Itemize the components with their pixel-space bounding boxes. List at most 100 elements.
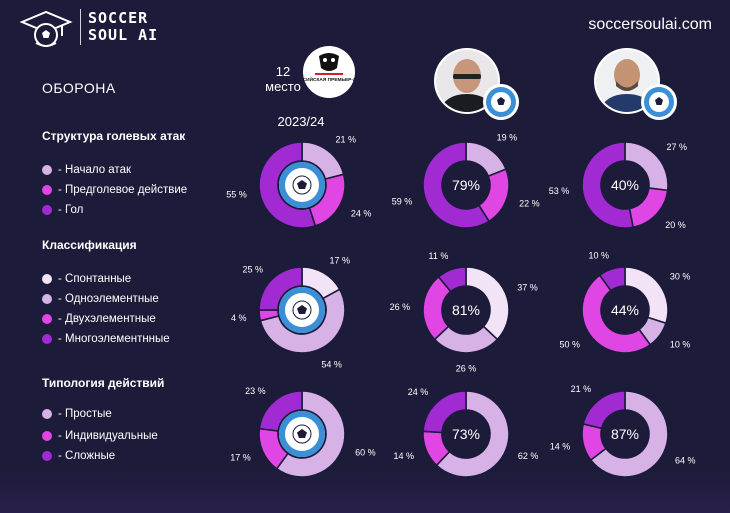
legend-item: - Гол <box>42 204 83 216</box>
group-title-typology: Типология действий <box>42 376 165 390</box>
donut-value-label: 21 % <box>571 384 592 394</box>
legend-label: - Сложные <box>58 450 116 462</box>
legend-item: - Индивидуальные <box>42 430 158 442</box>
legend-dot <box>42 409 52 419</box>
legend-item: - Двухэлементные <box>42 313 156 325</box>
coach-2-club-badge <box>641 84 677 120</box>
club-badge-icon <box>279 287 325 333</box>
club-badge-icon <box>279 162 325 208</box>
donut-slice <box>582 390 626 430</box>
league-logo-text: РОССИЙСКАЯ ПРЕМЬЕР-ЛИГА <box>303 75 355 83</box>
legend-item: - Простые <box>42 408 112 420</box>
legend-dot <box>42 274 52 284</box>
donut-center-label: 79% <box>452 177 480 193</box>
donut-slice <box>259 288 346 354</box>
legend-item: - Предголевое действие <box>42 184 187 196</box>
legend-label: - Многоэлементнные <box>58 333 170 345</box>
donut-value-label: 62 % <box>518 451 539 461</box>
donut-center-label: 40% <box>611 177 639 193</box>
donut-value-label: 60 % <box>355 447 376 457</box>
site-url[interactable]: soccersoulai.com <box>588 16 712 33</box>
donut-chart: 21 % 24 % 55 % <box>226 135 372 229</box>
donut-value-label: 20 % <box>665 220 686 230</box>
donut-value-label: 17 % <box>330 256 351 266</box>
donut-slice <box>598 266 626 292</box>
donut-slice <box>628 187 669 229</box>
donut-slice <box>258 390 303 432</box>
donut-chart: 64 % 14 % 21 % 87% <box>550 384 696 478</box>
legend-label: - Двухэлементные <box>58 313 156 325</box>
donut-slice <box>275 390 346 478</box>
legend-item: - Одноэлементные <box>42 293 159 305</box>
donut-slice <box>422 141 491 229</box>
donut-value-label: 30 % <box>670 271 691 281</box>
legend-label: - Индивидуальные <box>58 430 158 442</box>
coach-1-photo <box>434 48 500 114</box>
legend-dot <box>42 431 52 441</box>
section-title: ОБОРОНА <box>42 80 116 96</box>
club-badge-icon <box>279 411 325 457</box>
club-badge-icon <box>486 87 516 117</box>
brand-line-2: SOUL AI <box>88 26 159 44</box>
legend-label: - Начало атак <box>58 164 131 176</box>
club-badge-icon <box>644 87 674 117</box>
soccer-ball-logo-icon <box>19 10 73 48</box>
legend-dot <box>42 314 52 324</box>
legend-dot <box>42 205 52 215</box>
legend-item: - Сложные <box>42 450 115 462</box>
donut-value-label: 64 % <box>675 455 696 465</box>
group-title-structure: Структура голевых атак <box>42 129 186 143</box>
donut-value-label: 55 % <box>226 190 247 200</box>
donut-chart: 62 % 14 % 24 % 73% <box>394 387 539 478</box>
donut-center-label: 87% <box>611 426 639 442</box>
donut-slice <box>465 266 510 341</box>
logo-divider <box>80 9 81 45</box>
legend-label: - Спонтанные <box>58 273 132 285</box>
legend-label: - Предголевое действие <box>58 184 188 196</box>
donut-chart: 27 % 20 % 53 % 40% <box>549 141 688 230</box>
donut-value-label: 21 % <box>336 135 357 145</box>
donut-value-label: 24 % <box>408 387 429 397</box>
donut-center-label: 73% <box>452 426 480 442</box>
legend-dot <box>42 185 52 195</box>
league-logo: РОССИЙСКАЯ ПРЕМЬЕР-ЛИГА <box>292 46 366 98</box>
donut-value-label: 17 % <box>230 453 251 463</box>
donut-value-label: 19 % <box>497 133 518 143</box>
donut-chart: 30 % 10 % 50 % 10 % 44% <box>560 250 691 354</box>
donut-chart: 17 % 54 % 4 % 25 % <box>231 256 350 370</box>
donut-slice <box>581 274 652 354</box>
donut-value-label: 10 % <box>670 340 691 350</box>
donut-value-label: 59 % <box>392 197 413 207</box>
donut-center-label: 81% <box>452 302 480 318</box>
donut-value-label: 11 % <box>428 251 448 261</box>
donut-value-label: 14 % <box>394 451 415 461</box>
legend-dot <box>42 334 52 344</box>
place-label: 12 место <box>262 64 304 94</box>
donut-chart: 37 % 26 % 26 % 11 % 81% <box>390 251 538 374</box>
bottom-glow <box>0 468 730 513</box>
donut-value-label: 25 % <box>242 264 263 274</box>
legend-dot <box>42 165 52 175</box>
legend-label: - Одноэлементные <box>58 293 159 305</box>
donut-chart: 60 % 17 % 23 % <box>230 386 376 478</box>
donut-value-label: 53 % <box>549 186 570 196</box>
donut-value-label: 26 % <box>456 364 477 374</box>
legend-label: - Гол <box>58 204 84 216</box>
legend-label: - Простые <box>58 408 112 420</box>
donut-slice <box>437 266 467 293</box>
season-label: 2023/24 <box>277 114 325 129</box>
group-title-classification: Классификация <box>42 238 137 252</box>
donut-slice <box>581 141 634 229</box>
brand-line-1: SOCCER <box>88 9 149 27</box>
donut-value-label: 27 % <box>667 142 688 152</box>
coach-1-club-badge <box>483 84 519 120</box>
league-emblem-icon: РОССИЙСКАЯ ПРЕМЬЕР-ЛИГА <box>292 53 366 83</box>
donut-value-label: 54 % <box>321 359 342 369</box>
donut-value-label: 26 % <box>390 302 411 312</box>
donut-center-label: 44% <box>611 302 639 318</box>
donut-value-label: 24 % <box>351 208 372 218</box>
donut-slice <box>258 266 303 311</box>
donut-value-label: 10 % <box>589 250 610 260</box>
legend-item: - Многоэлементнные <box>42 333 170 345</box>
